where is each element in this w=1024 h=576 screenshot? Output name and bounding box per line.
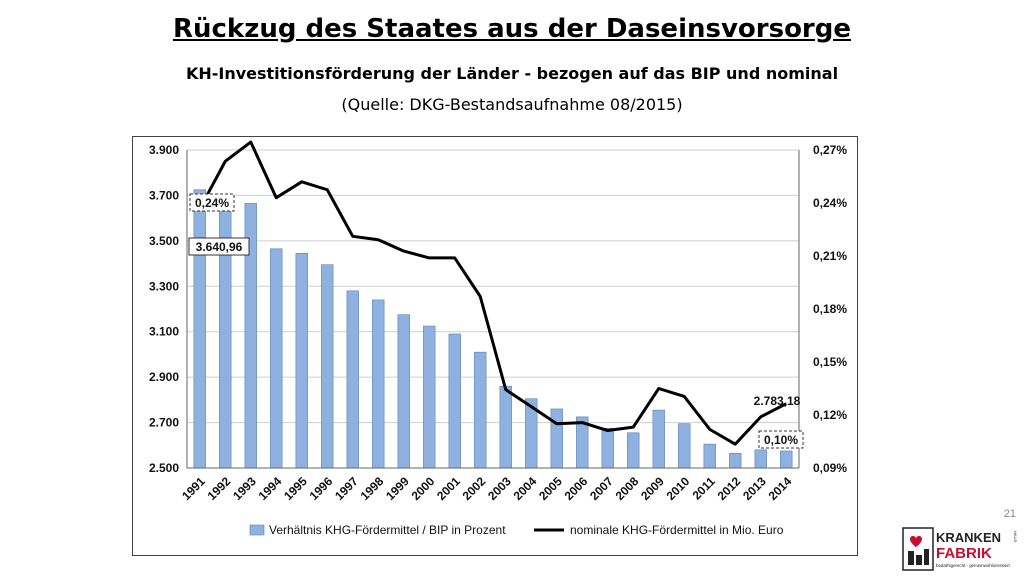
page-title: Rückzug des Staates aus der Daseinsvorso… xyxy=(172,14,852,44)
logo-side-text: HAUS xyxy=(1013,531,1018,542)
y-right-tick-label: 0,21% xyxy=(813,249,847,263)
y-right-tick-label: 0,24% xyxy=(813,196,847,210)
annotation-label: 0,24% xyxy=(195,196,229,210)
source-note: (Quelle: DKG-Bestandsaufnahme 08/2015) xyxy=(341,95,683,114)
bar xyxy=(652,409,665,469)
bar xyxy=(423,325,436,469)
bar xyxy=(499,385,512,469)
bar xyxy=(550,408,563,469)
krankenhausfabrik-logo: KRANKEN FABRIK HAUS bedarfsgerecht · gem… xyxy=(902,527,1018,571)
y-right-tick-label: 0,09% xyxy=(813,461,847,475)
bar xyxy=(703,443,716,469)
chart: 2.500 2.700 2.900 3.100 3.300 3.500 3.700 3.900… xyxy=(132,136,858,556)
annotation-box xyxy=(188,237,250,256)
legend-label: Verhältnis KHG-Fördermittel / BIP in Pro… xyxy=(269,523,506,537)
y-left-tick-label: 3.300 xyxy=(149,279,179,293)
bar xyxy=(270,248,283,469)
bar xyxy=(346,290,359,469)
annotation-label: 3.640,96 xyxy=(196,240,243,254)
bar xyxy=(678,423,691,469)
annotation-label: 0,10% xyxy=(764,433,798,447)
y-left-tick-label: 2.900 xyxy=(149,370,179,384)
bar xyxy=(372,299,385,469)
bar xyxy=(193,189,206,469)
bar xyxy=(780,450,793,469)
bar xyxy=(601,427,614,469)
y-right-tick-label: 0,27% xyxy=(813,143,847,157)
page-number: 21 xyxy=(1003,508,1016,520)
y-left-tick-label: 3.100 xyxy=(149,325,179,339)
bar xyxy=(295,253,308,469)
legend-label: nominale KHG-Fördermittel in Mio. Euro xyxy=(570,523,784,537)
logo-tagline: bedarfsgerecht · gemeinwohlorientiert xyxy=(936,563,1010,568)
logo-line1: KRANKEN xyxy=(936,530,1001,545)
y-right-tick-label: 0,12% xyxy=(813,408,847,422)
bar xyxy=(474,351,487,469)
bar xyxy=(321,264,334,469)
y-left-tick-label: 2.500 xyxy=(149,461,179,475)
heart-icon xyxy=(910,536,922,547)
legend-swatch-bar xyxy=(249,524,265,536)
y-right-tick-label: 0,15% xyxy=(813,355,847,369)
bar xyxy=(729,452,742,469)
logo-building-icon xyxy=(916,555,922,565)
y-right-tick-label: 0,18% xyxy=(813,302,847,316)
annotation-box xyxy=(758,430,804,449)
page-subtitle: KH-Investitionsförderung der Länder - be… xyxy=(185,64,839,83)
line-series xyxy=(198,140,787,446)
bar xyxy=(627,432,640,469)
bar xyxy=(448,333,461,469)
y-left-tick-label: 3.500 xyxy=(149,234,179,248)
annotation-label: 2.783,18 xyxy=(754,394,801,408)
logo-building-icon xyxy=(924,549,929,565)
logo-building-icon xyxy=(908,551,914,565)
y-left-tick-label: 3.900 xyxy=(149,143,179,157)
logo-line2: FABRIK xyxy=(936,545,992,562)
bar xyxy=(397,314,410,469)
bar xyxy=(754,449,767,469)
y-left-tick-label: 2.700 xyxy=(149,416,179,430)
y-left-tick-label: 3.700 xyxy=(149,188,179,202)
annotation-box xyxy=(189,193,235,212)
